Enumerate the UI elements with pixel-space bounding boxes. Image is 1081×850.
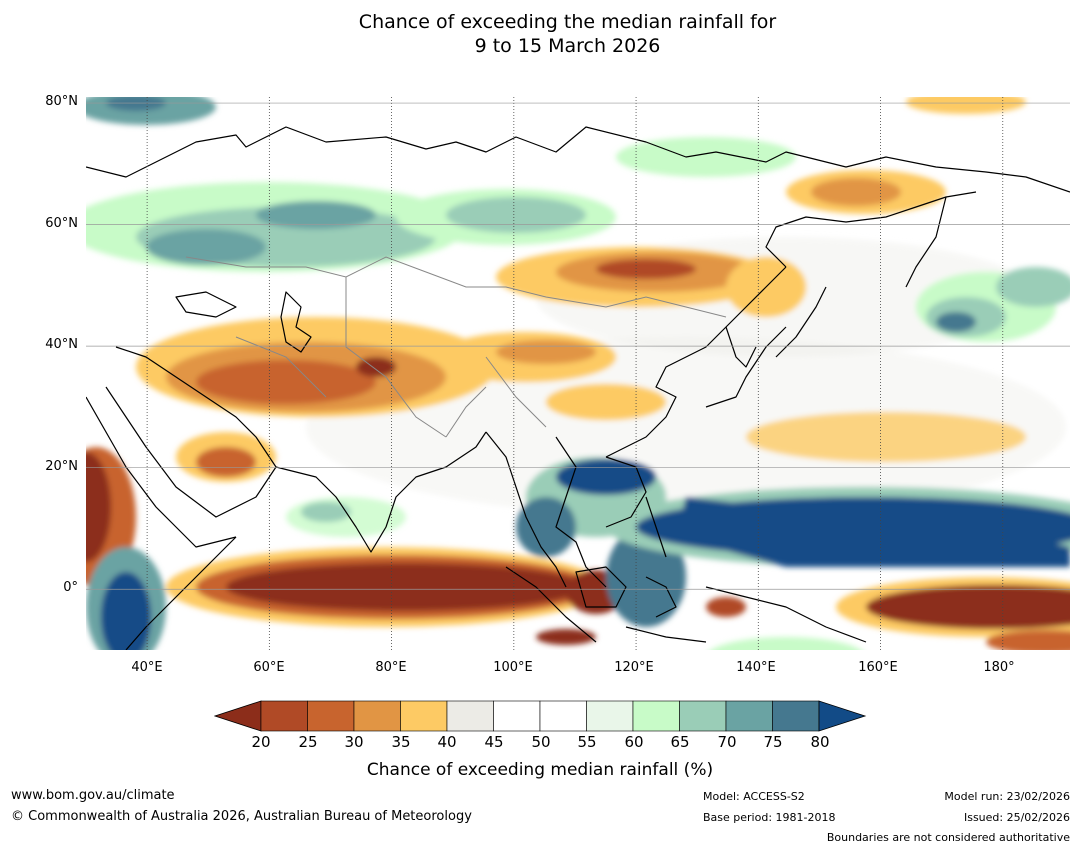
anomaly-fields bbox=[86, 97, 1070, 650]
cbar-tick-45: 45 bbox=[484, 733, 504, 751]
lon-label-100e: 100°E bbox=[493, 660, 533, 675]
copyright-text: © Commonwealth of Australia 2026, Austra… bbox=[11, 809, 472, 824]
cbar-swatch-7 bbox=[539, 700, 587, 732]
base-period-text: Base period: 1981-2018 bbox=[703, 811, 836, 824]
cbar-tick-25: 25 bbox=[298, 733, 318, 751]
chart-title: Chance of exceeding the median rainfall … bbox=[0, 10, 1081, 58]
coastlines bbox=[86, 126, 1070, 650]
lat-label-0: 0° bbox=[63, 580, 78, 595]
website-link[interactable]: www.bom.gov.au/climate bbox=[11, 788, 175, 803]
lat-label-20n: 20°N bbox=[45, 459, 78, 474]
model-text: Model: ACCESS-S2 bbox=[703, 790, 805, 803]
cbar-swatch-12 bbox=[772, 700, 820, 732]
cbar-swatch-2 bbox=[307, 700, 355, 732]
lat-label-80n: 80°N bbox=[45, 94, 78, 109]
cbar-swatch-5 bbox=[446, 700, 494, 732]
cbar-tick-40: 40 bbox=[437, 733, 457, 751]
cbar-tick-80: 80 bbox=[810, 733, 830, 751]
cbar-tick-50: 50 bbox=[531, 733, 551, 751]
gridlines bbox=[86, 97, 1070, 650]
cbar-swatch-3 bbox=[353, 700, 401, 732]
lat-label-40n: 40°N bbox=[45, 337, 78, 352]
cbar-tick-60: 60 bbox=[624, 733, 644, 751]
issued-text: Issued: 25/02/2026 bbox=[963, 811, 1070, 824]
cbar-extend-high bbox=[818, 700, 867, 732]
cbar-swatch-6 bbox=[493, 700, 541, 732]
cbar-extend-low bbox=[214, 700, 262, 732]
cbar-tick-35: 35 bbox=[391, 733, 411, 751]
cbar-swatch-1 bbox=[260, 700, 308, 732]
lon-label-180: 180° bbox=[983, 660, 1015, 675]
lon-label-40e: 40°E bbox=[131, 660, 163, 675]
lon-label-140e: 140°E bbox=[736, 660, 776, 675]
cbar-tick-20: 20 bbox=[251, 733, 271, 751]
lat-label-60n: 60°N bbox=[45, 216, 78, 231]
title-line-1: Chance of exceeding the median rainfall … bbox=[358, 11, 777, 33]
cbar-swatch-11 bbox=[725, 700, 773, 732]
borders bbox=[185, 256, 727, 438]
cbar-swatch-4 bbox=[400, 700, 448, 732]
cbar-tick-70: 70 bbox=[717, 733, 737, 751]
disclaimer-text: Boundaries are not considered authoritat… bbox=[826, 831, 1070, 844]
cbar-tick-65: 65 bbox=[670, 733, 690, 751]
rainfall-map[interactable] bbox=[86, 97, 1070, 650]
cbar-tick-55: 55 bbox=[577, 733, 597, 751]
cbar-swatch-10 bbox=[679, 700, 727, 732]
lon-label-160e: 160°E bbox=[858, 660, 898, 675]
colorbar bbox=[214, 700, 867, 732]
title-line-2: 9 to 15 March 2026 bbox=[474, 35, 661, 57]
lon-label-80e: 80°E bbox=[375, 660, 407, 675]
lon-label-120e: 120°E bbox=[614, 660, 654, 675]
cbar-tick-30: 30 bbox=[344, 733, 364, 751]
lon-label-60e: 60°E bbox=[253, 660, 285, 675]
model-run-text: Model run: 23/02/2026 bbox=[944, 790, 1070, 803]
cbar-swatch-8 bbox=[586, 700, 634, 732]
colorbar-label: Chance of exceeding median rainfall (%) bbox=[366, 760, 714, 780]
cbar-tick-75: 75 bbox=[763, 733, 783, 751]
cbar-swatch-9 bbox=[632, 700, 680, 732]
